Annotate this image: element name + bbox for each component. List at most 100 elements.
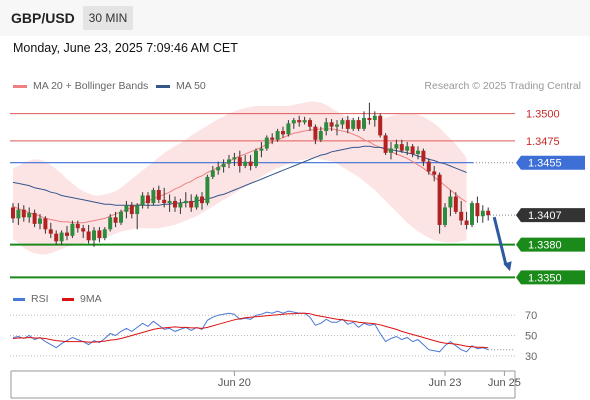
candle-body: [432, 171, 437, 175]
candle-body: [475, 203, 480, 217]
candle-body: [173, 200, 177, 208]
resistance-label-1.3500: 1.3500: [526, 109, 560, 121]
candle-body: [421, 150, 426, 162]
candle-body: [183, 200, 188, 204]
candle-body: [162, 199, 167, 204]
support-label-box-1.3380: [516, 237, 585, 252]
candle-body: [48, 229, 53, 234]
candle-body: [167, 200, 172, 204]
candle-body: [200, 196, 204, 204]
candle-body: [437, 174, 442, 225]
candle-body: [313, 126, 318, 140]
candle-body: [372, 115, 377, 121]
candle-body: [448, 196, 453, 208]
candle-body: [459, 211, 464, 221]
candle-body: [453, 196, 458, 212]
candle-body: [227, 159, 231, 164]
ma20-swatch: [13, 84, 27, 88]
support-label-box-1.3350: [516, 270, 585, 285]
candle-body: [232, 157, 237, 160]
candle-body: [426, 161, 431, 172]
last-price-label: 1.3407: [528, 210, 562, 222]
candle-body: [108, 217, 113, 230]
candle-body: [367, 117, 372, 121]
candle-body: [129, 205, 134, 215]
candle-body: [340, 120, 345, 125]
candle-body: [32, 212, 37, 224]
candle-body: [356, 120, 361, 129]
time-label-jun-25: Jun 25: [488, 377, 521, 389]
pivot-label: 1.3455: [528, 158, 562, 170]
candle-body: [205, 176, 210, 204]
ma9-label: 9MA: [80, 293, 102, 305]
timestamp: Monday, June 23, 2025 7:09:46 AM CET: [13, 41, 238, 55]
candle-body: [362, 117, 366, 129]
forecast-arrow: [492, 216, 508, 266]
candle-body: [394, 144, 399, 149]
candle-body: [216, 167, 221, 171]
candle-body: [119, 211, 123, 223]
candle-body: [480, 210, 485, 217]
candle-body: [146, 195, 150, 204]
candle-body: [318, 131, 323, 140]
candle-body: [124, 205, 129, 212]
candle-body: [405, 146, 410, 151]
support-label-1.3380: 1.3380: [528, 240, 562, 252]
rsi-ma-line: [12, 312, 489, 349]
last-price-box: [516, 208, 585, 223]
candle-body: [97, 230, 102, 239]
candle-body: [81, 228, 86, 232]
candle-body: [156, 190, 161, 200]
legend-ma20: MA 20 + Bollinger Bands: [13, 80, 148, 92]
rsi-tick-30: 30: [525, 351, 537, 363]
legend-ma50: MA 50: [156, 80, 206, 92]
candle-body: [302, 120, 307, 123]
ma50-label: MA 50: [176, 80, 206, 92]
candle-body: [248, 161, 253, 166]
ma9-swatch: [62, 297, 74, 301]
candle-body: [140, 195, 145, 206]
candle-body: [135, 205, 140, 215]
candle-body: [399, 144, 404, 151]
candle-body: [335, 124, 339, 127]
ma50-swatch: [156, 84, 170, 88]
candle-body: [194, 196, 199, 208]
timeframe-button[interactable]: 30 MIN: [83, 6, 133, 30]
candle-body: [324, 122, 329, 132]
candle-body: [291, 120, 296, 124]
candle-body: [308, 120, 312, 127]
bollinger-band: [13, 101, 467, 255]
candle-body: [102, 229, 107, 239]
candle-body: [378, 115, 383, 136]
candle-body: [38, 218, 42, 224]
candle-body: [464, 220, 469, 225]
candle-body: [151, 190, 156, 204]
candle-body: [443, 207, 447, 225]
rsi-swatch: [13, 297, 25, 301]
candle-body: [270, 137, 275, 140]
candle-body: [275, 131, 280, 140]
candle-body: [297, 120, 302, 123]
candle-body: [470, 203, 474, 225]
candle-body: [86, 231, 91, 241]
candle-body: [27, 212, 32, 218]
candle-body: [259, 148, 264, 151]
symbol-title: GBP/USD: [11, 10, 75, 26]
forecast-arrow-head: [503, 261, 512, 272]
candle-body: [43, 218, 48, 230]
candle-body: [59, 232, 64, 242]
candle-body: [16, 209, 21, 219]
candle-body: [11, 207, 15, 219]
candle-body: [75, 223, 80, 229]
candle-body: [345, 120, 350, 129]
candle-body: [189, 200, 194, 208]
candle-body: [243, 161, 248, 166]
legend-rsi: RSI: [13, 293, 49, 305]
candle-body: [113, 217, 118, 223]
candle-body: [416, 150, 420, 154]
rsi-tick-50: 50: [525, 331, 537, 343]
header-bar: GBP/USD 30 MIN: [0, 0, 590, 36]
time-label-jun-20: Jun 20: [218, 377, 251, 389]
candle-body: [264, 137, 269, 149]
